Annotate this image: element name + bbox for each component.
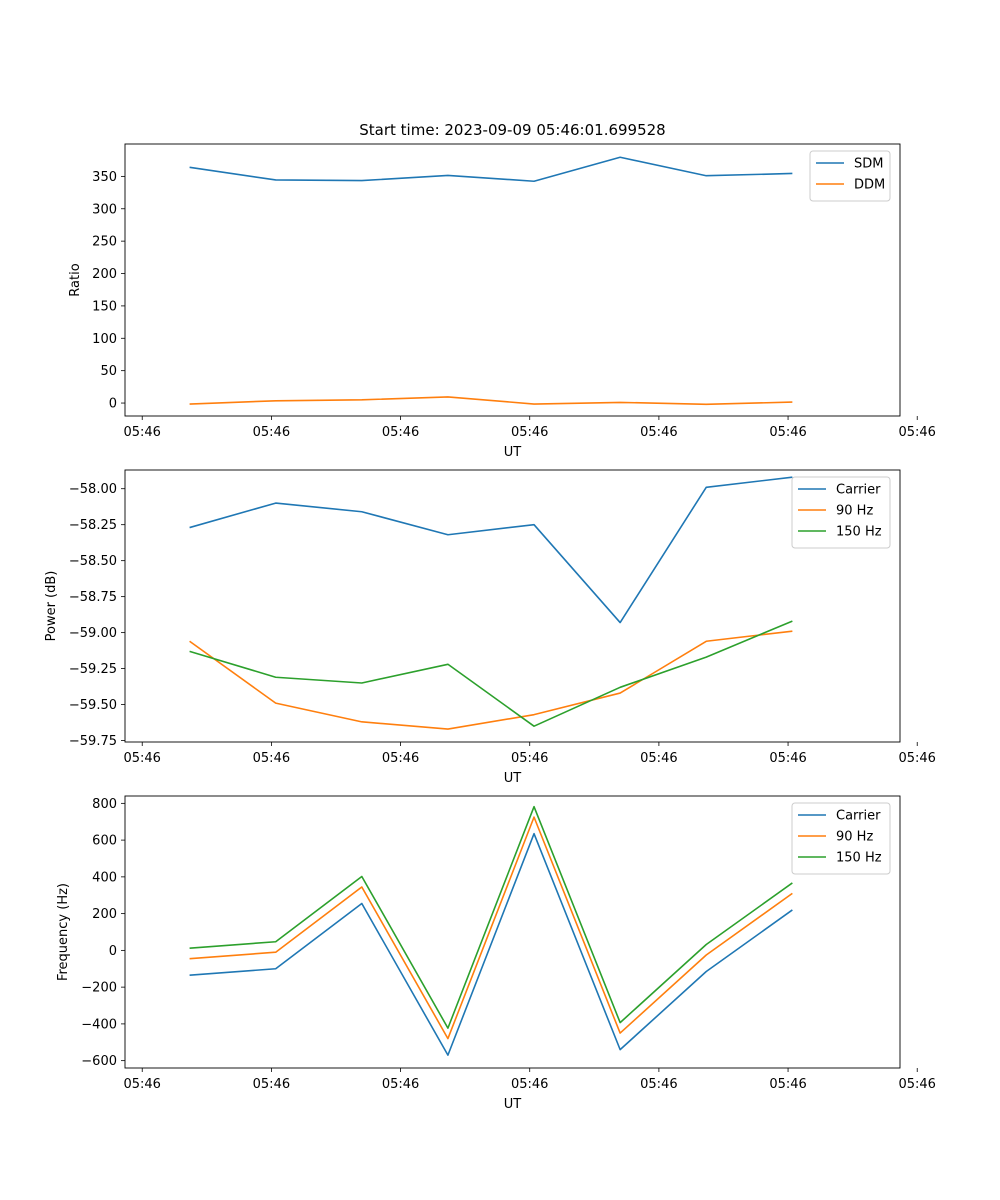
y-tick-label: 800 <box>92 797 117 812</box>
y-tick-label: 250 <box>92 235 117 250</box>
x-axis-label: UT <box>504 445 522 460</box>
x-tick-label: 05:46 <box>898 751 935 766</box>
legend: Carrier 90 Hz 150 Hz <box>791 476 891 549</box>
series-line-90-hz <box>189 816 793 1040</box>
x-tick-label: 05:46 <box>898 1077 935 1092</box>
x-tick-label: 05:46 <box>898 425 935 440</box>
y-tick-label: −59.00 <box>69 626 117 641</box>
y-tick-label: 350 <box>92 170 117 185</box>
x-tick-label: 05:46 <box>640 751 677 766</box>
axes-frame <box>124 469 901 743</box>
y-tick-label: −58.00 <box>69 482 117 497</box>
x-tick-label: 05:46 <box>640 1077 677 1092</box>
series-line-150-hz <box>189 620 793 727</box>
x-tick-label: 05:46 <box>123 751 160 766</box>
chart-panel-2: 05:4605:4605:4605:4605:4605:4605:4605:47… <box>44 469 936 786</box>
figure-title: Start time: 2023-09-09 05:46:01.699528 <box>359 121 665 139</box>
y-tick-label: −600 <box>81 1054 117 1069</box>
x-tick-label: 05:46 <box>769 751 806 766</box>
series-line-150-hz <box>189 805 793 1029</box>
y-tick-label: −59.50 <box>69 698 117 713</box>
y-tick-label: 150 <box>92 299 117 314</box>
y-tick-label: 0 <box>109 397 117 412</box>
legend-label: Carrier <box>836 483 881 498</box>
axes-frame <box>124 143 901 417</box>
chart-panel-1: 05:4605:4605:4605:4605:4605:4605:4605:47… <box>68 143 936 460</box>
y-axis-label: Power (dB) <box>44 571 59 642</box>
x-tick-label: 05:46 <box>511 1077 548 1092</box>
series-line-90-hz <box>189 630 793 730</box>
y-tick-label: −58.25 <box>69 518 117 533</box>
x-tick-label: 05:46 <box>382 1077 419 1092</box>
series-line-sdm <box>189 156 793 183</box>
legend: Carrier 90 Hz 150 Hz <box>791 802 891 875</box>
x-tick-label: 05:46 <box>382 425 419 440</box>
x-tick-label: 05:46 <box>253 751 290 766</box>
y-axis-label: Frequency (Hz) <box>56 883 71 981</box>
axes-frame <box>124 795 901 1069</box>
legend: SDM DDM <box>809 150 891 202</box>
y-tick-label: 600 <box>92 834 117 849</box>
x-tick-label: 05:46 <box>640 425 677 440</box>
legend-label: 150 Hz <box>836 525 882 540</box>
x-tick-label: 05:46 <box>123 425 160 440</box>
y-tick-label: −58.75 <box>69 590 117 605</box>
y-tick-label: 300 <box>92 202 117 217</box>
y-tick-label: 200 <box>92 267 117 282</box>
y-tick-label: 0 <box>109 944 117 959</box>
legend-label: 90 Hz <box>836 830 873 845</box>
y-tick-label: 50 <box>100 364 117 379</box>
x-tick-label: 05:46 <box>769 1077 806 1092</box>
y-tick-label: −200 <box>81 981 117 996</box>
y-tick-label: −400 <box>81 1017 117 1032</box>
x-axis-label: UT <box>504 1097 522 1112</box>
x-tick-label: 05:46 <box>511 751 548 766</box>
y-tick-label: −58.50 <box>69 554 117 569</box>
legend-label: SDM <box>854 157 883 172</box>
x-axis-label: UT <box>504 771 522 786</box>
y-axis-label: Ratio <box>68 263 83 296</box>
legend-label: DDM <box>854 178 885 193</box>
legend-label: 150 Hz <box>836 851 882 866</box>
legend-label: 90 Hz <box>836 504 873 519</box>
series-line-ddm <box>189 396 793 406</box>
x-tick-label: 05:46 <box>253 1077 290 1092</box>
y-tick-label: 400 <box>92 870 117 885</box>
y-tick-label: −59.75 <box>69 734 117 749</box>
x-tick-label: 05:46 <box>253 425 290 440</box>
x-tick-label: 05:46 <box>382 751 419 766</box>
series-line-carrier <box>189 832 793 1056</box>
y-tick-label: 200 <box>92 907 117 922</box>
plots-group: 05:4605:4605:4605:4605:4605:4605:4605:47… <box>44 143 936 1112</box>
y-tick-label: 100 <box>92 332 117 347</box>
x-tick-label: 05:46 <box>511 425 548 440</box>
chart-panel-3: 05:4605:4605:4605:4605:4605:4605:4605:47… <box>56 795 936 1112</box>
x-tick-label: 05:46 <box>769 425 806 440</box>
series-line-carrier <box>189 476 793 624</box>
x-tick-label: 05:46 <box>123 1077 160 1092</box>
legend-label: Carrier <box>836 809 881 824</box>
y-tick-label: −59.25 <box>69 662 117 677</box>
